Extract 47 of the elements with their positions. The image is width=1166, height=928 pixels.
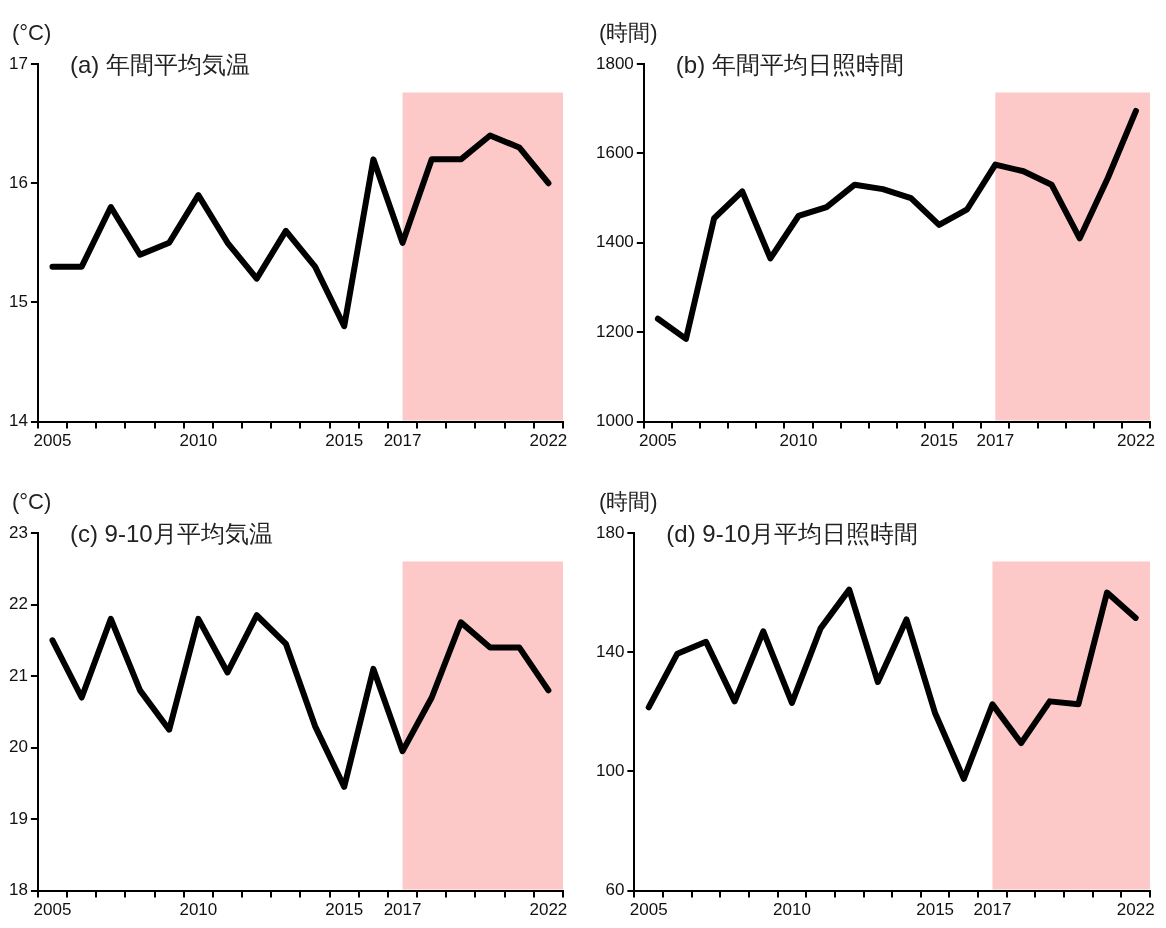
x-tick-label: 2005 bbox=[638, 431, 677, 451]
x-tick-label: 2022 bbox=[1116, 900, 1155, 920]
x-tick-label: 2005 bbox=[629, 900, 668, 920]
y-tick-label: 23 bbox=[8, 522, 28, 542]
x-tick-label: 2017 bbox=[383, 431, 422, 451]
chart-title: (c) 9-10月平均気温 bbox=[69, 519, 273, 547]
x-tick-label: 2005 bbox=[33, 431, 72, 451]
x-tick-label: 2005 bbox=[33, 900, 72, 920]
x-tick-label: 2017 bbox=[976, 431, 1015, 451]
y-tick-label: 17 bbox=[8, 53, 28, 73]
y-tick-label: 18 bbox=[8, 880, 28, 900]
y-tick-label: 22 bbox=[8, 594, 28, 614]
y-axis-title: (°C) bbox=[12, 489, 52, 515]
y-tick-label: 140 bbox=[595, 641, 625, 661]
chart-title: (b) 年間平均日照時間 bbox=[675, 50, 904, 78]
y-tick-label: 100 bbox=[595, 761, 625, 781]
y-tick-label: 19 bbox=[8, 808, 28, 828]
y-tick-label: 1600 bbox=[595, 143, 634, 163]
x-tick-label: 2022 bbox=[529, 431, 568, 451]
y-tick-label: 60 bbox=[605, 880, 625, 900]
x-tick-label: 2010 bbox=[773, 900, 811, 920]
y-tick-label: 16 bbox=[8, 172, 28, 192]
x-tick-label: 2010 bbox=[779, 431, 818, 451]
y-tick-label: 14 bbox=[8, 411, 28, 431]
x-tick-label: 2015 bbox=[920, 431, 959, 451]
y-axis-title: (時間) bbox=[599, 20, 658, 46]
y-tick-label: 20 bbox=[8, 737, 28, 757]
y-tick-label: 15 bbox=[8, 292, 28, 312]
y-tick-label: 1400 bbox=[595, 232, 634, 252]
y-axis-title: (°C) bbox=[12, 20, 52, 46]
chart-title: (a) 年間平均気温 bbox=[69, 50, 250, 78]
x-tick-label: 2010 bbox=[179, 431, 218, 451]
x-tick-label: 2022 bbox=[529, 900, 568, 920]
y-tick-label: 21 bbox=[8, 665, 28, 685]
x-tick-label: 2017 bbox=[383, 900, 422, 920]
y-axis-title: (時間) bbox=[599, 489, 658, 515]
y-tick-label: 1000 bbox=[595, 411, 634, 431]
y-tick-label: 180 bbox=[595, 522, 625, 542]
x-tick-label: 2015 bbox=[325, 431, 364, 451]
x-tick-label: 2010 bbox=[179, 900, 218, 920]
x-tick-label: 2015 bbox=[325, 900, 364, 920]
chart-title: (d) 9-10月平均日照時間 bbox=[666, 519, 919, 547]
y-tick-label: 1200 bbox=[595, 321, 634, 341]
y-tick-label: 1800 bbox=[595, 53, 634, 73]
x-tick-label: 2022 bbox=[1117, 431, 1155, 451]
x-tick-label: 2017 bbox=[973, 900, 1012, 920]
x-tick-label: 2015 bbox=[916, 900, 955, 920]
